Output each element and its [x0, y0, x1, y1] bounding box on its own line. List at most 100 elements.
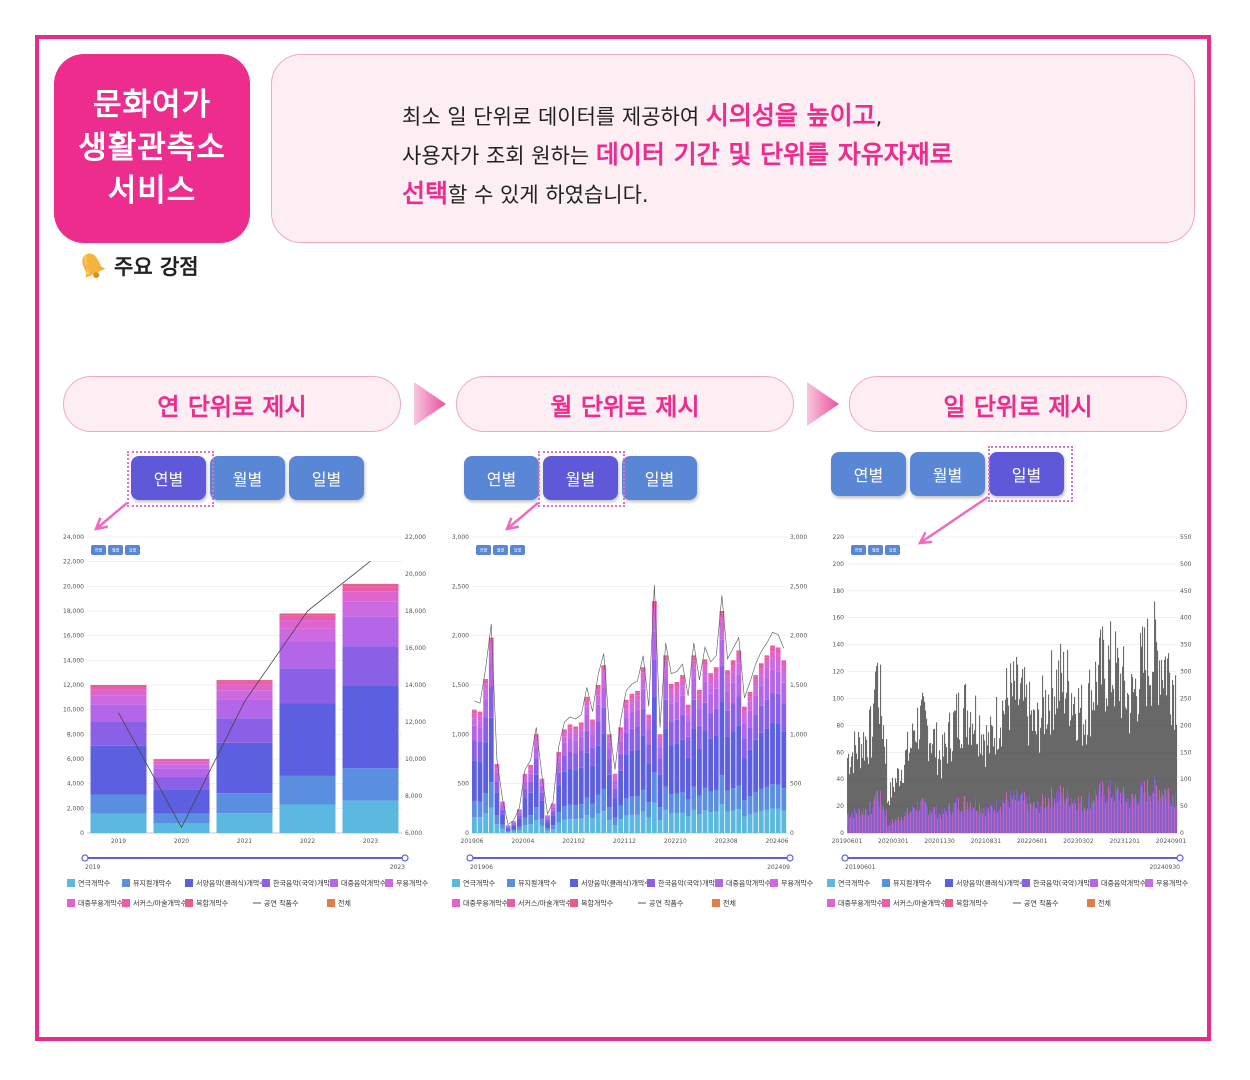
bar-segment — [764, 660, 770, 668]
bar-segment — [472, 725, 477, 741]
daily-bar-segment — [1105, 802, 1107, 833]
bar-segment — [629, 695, 635, 699]
daily-bar — [1080, 707, 1082, 833]
daily-bar — [902, 782, 904, 833]
mini-period-button[interactable] — [125, 545, 140, 555]
daily-bar — [914, 730, 916, 833]
y2-tick-label: 10,000 — [405, 756, 426, 763]
bar-segment — [680, 695, 685, 715]
range-slider-handle-end[interactable] — [786, 854, 794, 862]
daily-bar — [1012, 696, 1014, 833]
daily-bar — [1076, 740, 1078, 833]
bar-segment — [483, 683, 489, 690]
daily-bar — [1020, 683, 1022, 833]
y-tick-label: 2,500 — [452, 583, 469, 590]
daily-bar-segment — [939, 812, 941, 833]
range-slider-handle-start[interactable] — [841, 854, 849, 862]
yearly-button[interactable]: 연별 — [831, 452, 906, 496]
bar-segment — [562, 771, 567, 807]
bar-segment — [663, 667, 669, 679]
daily-bar-segment — [874, 797, 876, 833]
bar-segment — [747, 693, 753, 697]
x-tick-label: 20240901 — [1156, 838, 1187, 845]
daily-bar — [1139, 689, 1141, 833]
daily-bar — [1138, 714, 1140, 833]
bar-segment — [742, 816, 747, 833]
bar-segment — [685, 704, 691, 707]
daily-bar — [877, 662, 879, 833]
daily-button[interactable]: 일별 — [622, 456, 697, 500]
daily-bar-segment — [919, 809, 921, 833]
monthly-button[interactable]: 월별 — [543, 456, 618, 500]
bar-segment — [691, 678, 697, 700]
daily-bar-segment — [972, 805, 974, 833]
daily-bar-segment — [908, 814, 910, 833]
daily-bar-segment — [1162, 794, 1164, 833]
mini-period-button[interactable] — [476, 545, 491, 555]
daily-bar — [1165, 656, 1167, 833]
range-slider-handle-start[interactable] — [81, 854, 89, 862]
bar-segment — [635, 695, 640, 701]
bar-segment — [539, 792, 545, 801]
daily-bar-segment — [931, 813, 933, 833]
bar-segment — [584, 730, 590, 753]
monthly-button[interactable]: 월별 — [210, 456, 285, 500]
daily-bar-segment — [861, 810, 863, 833]
daily-bar — [904, 764, 906, 833]
yearly-button[interactable]: 연별 — [464, 456, 539, 500]
daily-bar — [1039, 752, 1041, 833]
legend-label: 대중무용개막수 — [78, 899, 124, 908]
mini-period-button[interactable] — [108, 545, 123, 555]
daily-bar — [1022, 668, 1024, 833]
daily-bar-segment — [1129, 808, 1131, 833]
mini-period-button[interactable] — [510, 545, 525, 555]
mini-period-button[interactable] — [851, 545, 866, 555]
daily-bar — [1117, 647, 1119, 833]
mini-period-label: 월별 — [112, 547, 120, 553]
desc-line3-b: 할 수 있게 하였습니다. — [448, 183, 649, 207]
daily-bar — [1173, 685, 1175, 833]
bar-segment — [612, 817, 618, 826]
daily-bar — [917, 707, 919, 833]
range-slider-handle-end[interactable] — [1176, 854, 1184, 862]
range-slider-handle-start[interactable] — [466, 854, 474, 862]
bar-segment — [781, 682, 787, 704]
bar-segment — [477, 712, 483, 716]
daily-bar — [1035, 731, 1037, 833]
daily-button[interactable]: 일별 — [289, 456, 364, 500]
x-tick-label: 2020 — [174, 838, 189, 845]
bar-segment — [573, 740, 579, 754]
bar-segment — [657, 759, 663, 775]
daily-bar-segment — [1077, 809, 1079, 833]
bar-segment — [539, 800, 545, 819]
x-tick-label: 2022 — [300, 838, 315, 845]
monthly-button[interactable]: 월별 — [910, 452, 985, 496]
bar-segment — [668, 688, 674, 695]
mini-period-button[interactable] — [868, 545, 883, 555]
daily-bar — [988, 732, 990, 833]
bar-segment — [517, 815, 522, 820]
daily-bar-segment — [949, 802, 951, 833]
yearly-button[interactable]: 연별 — [131, 456, 206, 500]
bar-segment — [663, 678, 669, 700]
mini-period-button[interactable] — [91, 545, 106, 555]
daily-bar-segment — [1099, 784, 1101, 833]
daily-bar-segment — [900, 819, 902, 833]
daily-bar-segment — [1155, 779, 1157, 833]
bar-segment — [758, 685, 764, 706]
step-yearly: 연 단위로 제시 — [63, 376, 401, 432]
range-slider-handle-end[interactable] — [401, 854, 409, 862]
mini-period-button[interactable] — [493, 545, 508, 555]
bar-segment — [533, 741, 539, 748]
bar-segment — [618, 734, 624, 742]
daily-bar-segment — [945, 810, 947, 833]
bar-segment — [488, 643, 494, 652]
daily-button[interactable]: 일별 — [989, 452, 1064, 496]
daily-bar — [1099, 637, 1101, 833]
daily-bar — [1070, 720, 1072, 833]
bar-segment — [522, 777, 528, 782]
daily-bar-segment — [1015, 799, 1017, 833]
mini-period-button[interactable] — [885, 545, 900, 555]
bar-segment — [590, 747, 595, 767]
daily-bar-segment — [1083, 805, 1085, 833]
